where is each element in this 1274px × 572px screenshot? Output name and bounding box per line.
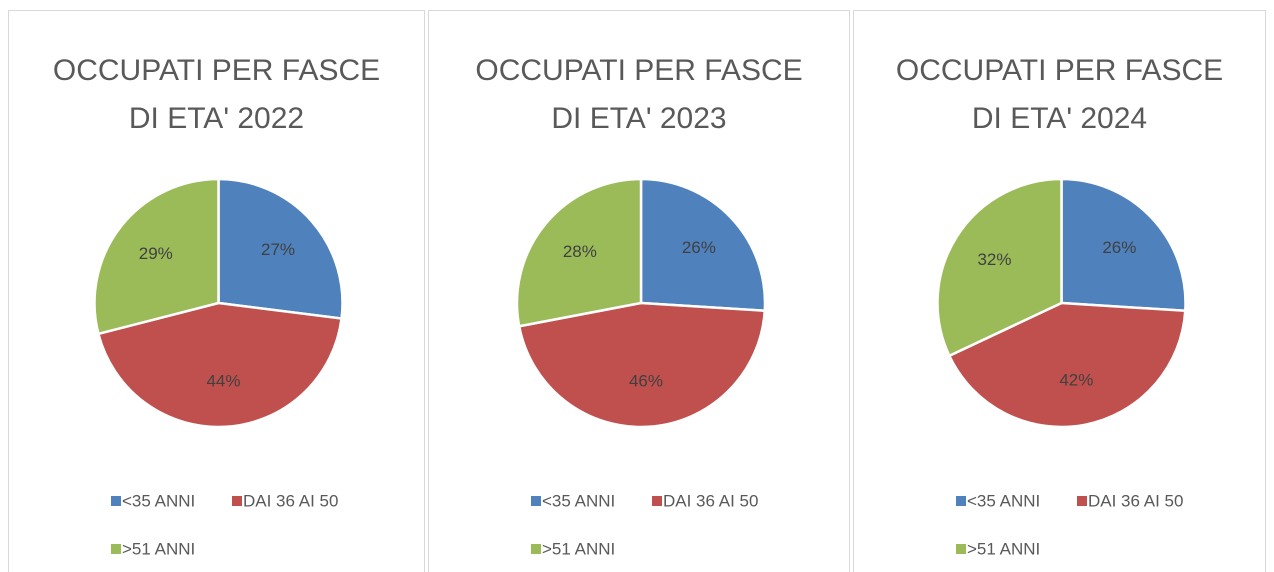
data-label: 29% [139,244,173,263]
data-label: 27% [261,240,295,259]
data-label: 46% [629,372,663,391]
chart-title: OCCUPATI PER FASCE DI ETA' 2022 [52,54,381,135]
pie-slice [936,177,1063,358]
legend-swatch [111,544,121,554]
chart-panel: OCCUPATI PER FASCE DI ETA' 2024 26% 42% 32%… [853,10,1266,572]
legend-label: >51 ANNI [967,539,1040,558]
legend-swatch [956,496,966,506]
data-label: 26% [1102,238,1136,257]
legend-swatch [232,496,242,506]
chart-panel: OCCUPATI PER FASCE DI ETA' 2023 26% 46% 28%… [428,10,850,572]
legend-label: >51 ANNI [122,539,195,558]
pie-slice [947,301,1187,429]
legend-label: DAI 36 AI 50 [1088,491,1183,510]
data-label: 32% [977,250,1011,269]
pie-slice [639,177,767,313]
chart-panel: OCCUPATI PER FASCE DI ETA' 2022 27% 44% 29%… [8,10,425,572]
data-label: 42% [1059,370,1093,389]
pie-slice [515,177,643,328]
chart-title: OCCUPATI PER FASCE DI ETA' 2024 [895,54,1224,135]
chart: 26% 46% 28% <35 ANNI DAI 36 AI 50 >51 ANNI [515,177,767,558]
pie-slice [1060,177,1187,313]
legend-swatch [111,496,121,506]
chart: 27% 44% 29% <35 ANNI DAI 36 AI 50 >51 ANNI [93,177,344,558]
data-label: 28% [563,242,597,261]
legend-swatch [956,544,966,554]
legend-label: DAI 36 AI 50 [243,491,338,510]
legend-label: <35 ANNI [122,491,195,510]
legend-swatch [531,496,541,506]
pie-slice [93,177,220,336]
chart: 26% 42% 32% <35 ANNI DAI 36 AI 50 >51 ANNI [936,177,1187,558]
legend-label: >51 ANNI [542,539,615,558]
legend-label: DAI 36 AI 50 [663,491,758,510]
pie-slice [517,301,767,429]
legend-swatch [1077,496,1087,506]
pie-slice [217,177,344,320]
legend-label: <35 ANNI [967,491,1040,510]
pie-slice [96,301,343,429]
legend-swatch [652,496,662,506]
data-label: 26% [682,238,716,257]
legend-swatch [531,544,541,554]
legend-label: <35 ANNI [542,491,615,510]
data-label: 44% [206,372,240,391]
chart-title: OCCUPATI PER FASCE DI ETA' 2023 [475,54,803,135]
